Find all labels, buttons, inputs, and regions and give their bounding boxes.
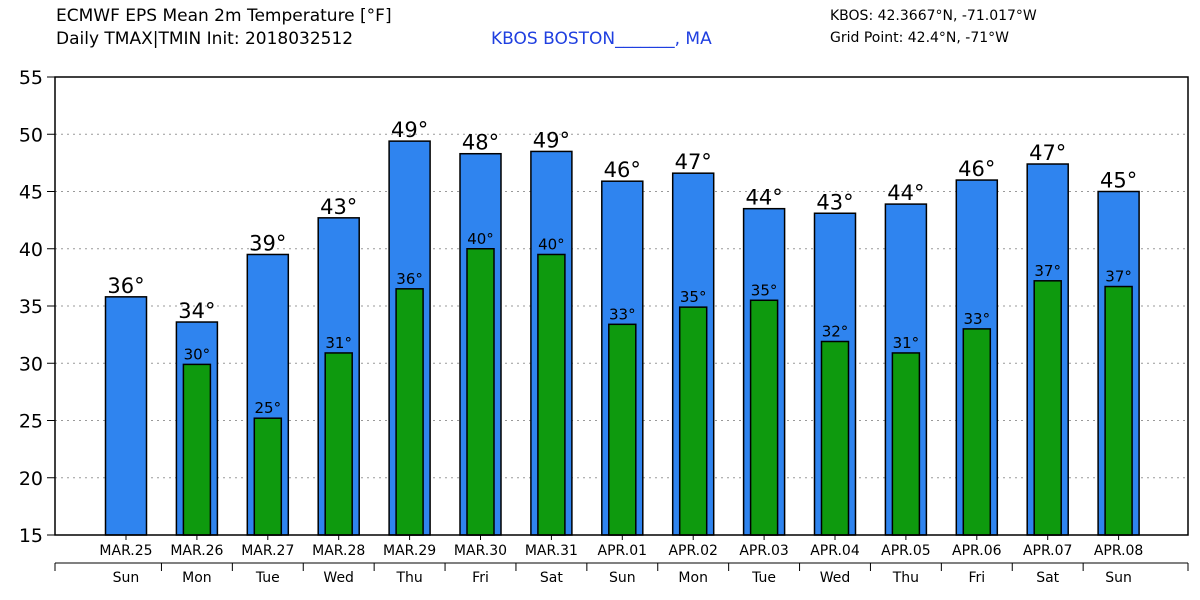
- chart-title: ECMWF EPS Mean 2m Temperature [°F]: [56, 6, 392, 26]
- x-date-label: MAR.29: [383, 543, 436, 559]
- x-weekday-label: Mon: [678, 570, 708, 586]
- x-date-label: APR.03: [739, 543, 789, 559]
- x-weekday-label: Fri: [472, 570, 489, 586]
- tmax-label: 43°: [816, 190, 853, 214]
- tmin-bar: [466, 248, 495, 536]
- tmin-bar: [678, 306, 708, 536]
- tmax-label: 47°: [675, 150, 712, 174]
- tmin-label: 33°: [964, 310, 991, 328]
- y-tick-label: 15: [19, 525, 43, 547]
- chart-subtitle: Daily TMAX|TMIN Init: 2018032512: [56, 29, 354, 49]
- tmin-label: 35°: [751, 281, 778, 299]
- x-date-label: APR.05: [881, 543, 931, 559]
- tmin-bar: [253, 417, 283, 536]
- tmin-label: 33°: [609, 305, 636, 323]
- tmax-label: 48°: [462, 131, 499, 155]
- tmin-bar: [395, 288, 424, 536]
- x-weekday-label: Wed: [820, 570, 851, 586]
- x-weekday-label: Fri: [968, 570, 985, 586]
- tmin-bar: [749, 299, 779, 536]
- tmax-label: 43°: [320, 195, 357, 219]
- tmax-label: 45°: [1100, 169, 1137, 193]
- y-tick-label: 45: [19, 182, 43, 204]
- tmax-label: 46°: [958, 157, 995, 181]
- tmin-label: 37°: [1105, 268, 1132, 286]
- x-weekday-label: Tue: [751, 570, 776, 586]
- tmin-bar: [1033, 280, 1062, 536]
- x-weekday-label: Thu: [395, 570, 422, 586]
- tmin-bar: [962, 328, 992, 536]
- tmin-label: 35°: [680, 288, 707, 306]
- x-date-label: APR.01: [598, 543, 648, 559]
- grid-point-coordinates: Grid Point: 42.4°N, -71°W: [830, 30, 1010, 46]
- x-date-label: MAR.25: [99, 543, 152, 559]
- x-weekday-label: Sat: [540, 570, 563, 586]
- tmax-label: 49°: [533, 128, 570, 152]
- tmax-label: 46°: [604, 158, 641, 182]
- x-weekday-label: Tue: [255, 570, 280, 586]
- tmax-label: 36°: [107, 274, 144, 298]
- tmin-label: 40°: [467, 230, 494, 248]
- x-date-label: MAR.28: [312, 543, 365, 559]
- y-tick-label: 50: [19, 124, 43, 146]
- tmin-bar: [608, 323, 637, 536]
- y-tick-label: 30: [19, 353, 43, 375]
- tmin-label: 37°: [1034, 262, 1061, 280]
- y-tick-label: 35: [19, 296, 43, 318]
- y-tick-label: 20: [19, 468, 43, 490]
- tmin-bar: [820, 340, 850, 536]
- x-date-label: APR.06: [952, 543, 1002, 559]
- tmin-label: 25°: [255, 399, 282, 417]
- x-date-label: MAR.31: [525, 543, 578, 559]
- x-date-label: MAR.26: [170, 543, 223, 559]
- tmax-label: 47°: [1029, 141, 1066, 165]
- tmax-label: 39°: [249, 231, 286, 255]
- x-date-label: MAR.30: [454, 543, 507, 559]
- y-tick-label: 55: [19, 67, 43, 89]
- station-coordinates: KBOS: 42.3667°N, -71.017°W: [830, 8, 1037, 24]
- y-tick-label: 25: [19, 411, 43, 433]
- x-date-label: APR.08: [1094, 543, 1144, 559]
- x-date-label: MAR.27: [241, 543, 294, 559]
- plot-frame: [54, 76, 1189, 536]
- tmax-label: 44°: [745, 186, 782, 210]
- tmin-label: 31°: [893, 334, 920, 352]
- tmin-label: 40°: [538, 235, 565, 253]
- tmax-label: 44°: [887, 181, 924, 205]
- x-weekday-label: Thu: [892, 570, 919, 586]
- location-label: KBOS BOSTON_______, MA: [491, 29, 712, 49]
- tmax-bar: [104, 296, 148, 536]
- x-weekday-label: Sun: [1105, 570, 1132, 586]
- x-date-label: APR.04: [810, 543, 860, 559]
- y-tick-label: 40: [19, 239, 43, 261]
- tmin-bar: [891, 352, 921, 536]
- tmin-label: 32°: [822, 322, 849, 340]
- x-weekday-label: Sat: [1036, 570, 1059, 586]
- tmax-label: 49°: [391, 118, 428, 142]
- tmin-bar: [1104, 285, 1133, 536]
- tmin-bar: [324, 352, 353, 536]
- tmin-bar: [537, 253, 566, 536]
- x-weekday-label: Sun: [113, 570, 140, 586]
- x-date-label: APR.07: [1023, 543, 1073, 559]
- tmin-label: 30°: [184, 345, 211, 363]
- x-weekday-label: Wed: [323, 570, 354, 586]
- x-date-label: APR.02: [668, 543, 718, 559]
- x-weekday-label: Sun: [609, 570, 636, 586]
- x-weekday-label: Mon: [182, 570, 212, 586]
- tmin-label: 36°: [396, 270, 423, 288]
- tmin-bar: [182, 363, 212, 536]
- tmax-label: 34°: [178, 299, 215, 323]
- tmin-label: 31°: [325, 334, 352, 352]
